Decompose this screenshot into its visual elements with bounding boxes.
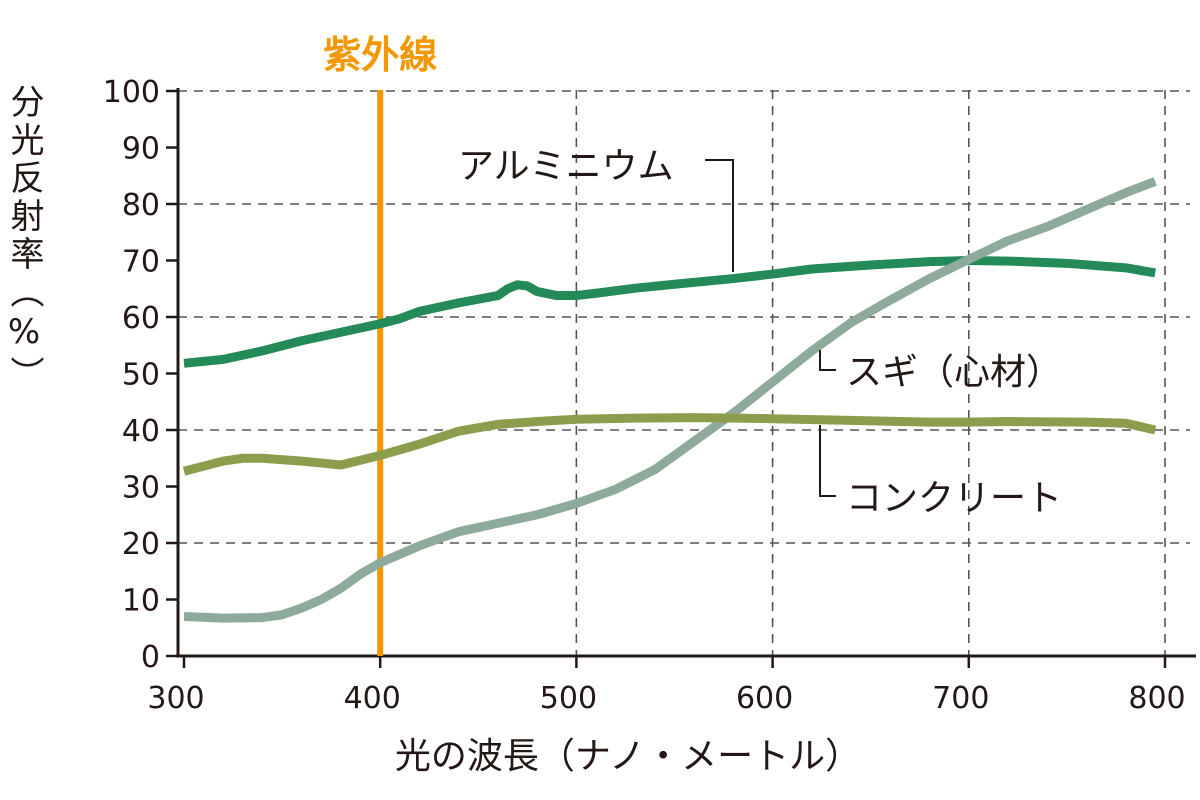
- y-tick-label: 100: [103, 75, 160, 110]
- series-lines: [182, 177, 1157, 623]
- x-tick-label: 300: [147, 681, 204, 716]
- series-line-0: [183, 256, 1156, 368]
- y-tick-label: 50: [122, 358, 160, 393]
- y-tick-label: 80: [122, 188, 160, 223]
- y-tick-label: 40: [122, 414, 160, 449]
- y-tick-label: 90: [122, 132, 160, 167]
- x-tick-label: 700: [932, 681, 989, 716]
- y-tick-label: 10: [122, 584, 160, 619]
- series-line-1: [183, 177, 1157, 623]
- grid-lines: [178, 90, 1190, 656]
- series-line-2: [182, 413, 1157, 476]
- leader-concrete: [819, 425, 836, 497]
- y-tick-label: 30: [122, 471, 160, 506]
- x-tick-label: 500: [540, 681, 597, 716]
- y-tick-label: 0: [141, 640, 160, 675]
- x-axis-title: 光の波長（ナノ・メートル）: [395, 736, 861, 777]
- y-axis-title: 分光反射率（%）: [4, 84, 44, 394]
- x-tick-label: 400: [344, 681, 401, 716]
- x-tick-label: 800: [1128, 681, 1185, 716]
- leader-aluminium: [705, 159, 734, 272]
- x-tick-label: 600: [736, 681, 793, 716]
- uv-marker-label: 紫外線: [323, 33, 437, 77]
- tick-labels: 0 10 20 30 40 50 60 70 80 90 100 300 400 500 600 700 800: [103, 75, 1186, 716]
- series-label-sugi: スギ（心材）: [846, 352, 1062, 393]
- series-label-concrete: コンクリート: [846, 478, 1062, 519]
- series-label-aluminium: アルミニウム: [458, 146, 674, 187]
- leader-sugi: [819, 350, 836, 371]
- y-tick-label: 70: [122, 245, 160, 280]
- y-tick-label: 60: [122, 301, 160, 336]
- y-tick-label: 20: [122, 527, 160, 562]
